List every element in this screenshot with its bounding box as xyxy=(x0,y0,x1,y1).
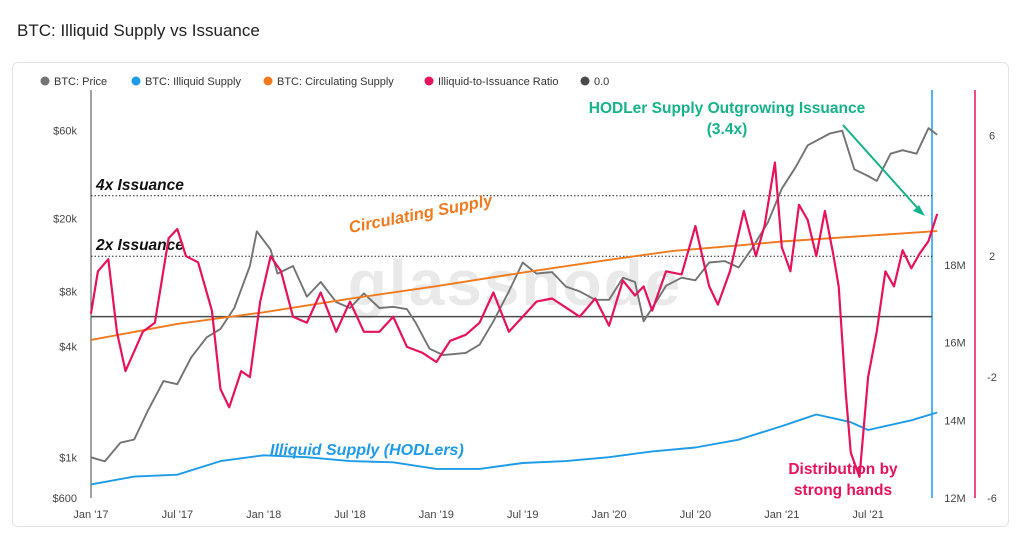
x-tick-label: Jan '21 xyxy=(764,509,799,521)
legend-label: BTC: Illiquid Supply xyxy=(145,76,241,88)
annotation-distribution-1: Distribution by xyxy=(788,461,898,478)
price-tick-label: $4k xyxy=(59,342,77,354)
issuance-label-4x: 4x Issuance xyxy=(95,177,184,194)
x-tick-label: Jul '20 xyxy=(680,509,711,521)
legend-marker xyxy=(580,76,590,86)
issuance-label-2x: 2x Issuance xyxy=(95,237,184,254)
annotation-hodler-ratio: (3.4x) xyxy=(707,121,748,138)
annotation-circulating-supply: Circulating Supply xyxy=(347,191,494,237)
ratio-tick-label: 6 xyxy=(989,130,995,142)
legend-label: Illiquid-to-Issuance Ratio xyxy=(438,76,558,88)
legend-marker xyxy=(40,76,50,86)
x-tick-label: Jul '17 xyxy=(162,509,193,521)
annotation-distribution-2: strong hands xyxy=(794,482,892,499)
legend-marker xyxy=(263,76,273,86)
legend: BTC: Price BTC: Illiquid Supply BTC: Circu… xyxy=(40,76,609,88)
annotation-arrow-head xyxy=(913,205,925,216)
x-tick-label: Jan '18 xyxy=(246,509,281,521)
legend-label: BTC: Circulating Supply xyxy=(277,76,394,88)
x-tick-label: Jan '17 xyxy=(73,509,108,521)
price-tick-label: $20k xyxy=(53,213,77,225)
x-tick-label: Jan '20 xyxy=(591,509,626,521)
btc-illiquid-supply-line xyxy=(90,411,938,486)
btc-circulating-supply-line xyxy=(90,230,938,341)
axis-ticks: $600 $1k $4k $8k $20k $60k 12M 14M 16M 18M -6 -2 2 6 J… xyxy=(53,126,997,521)
annotation-illiquid-supply: Illiquid Supply (HODLers) xyxy=(270,442,464,459)
legend-marker xyxy=(131,76,141,86)
supply-tick-label: 14M xyxy=(944,415,965,427)
legend-label: BTC: Price xyxy=(54,76,107,88)
price-tick-label: $8k xyxy=(59,286,77,298)
legend-label: 0.0 xyxy=(594,76,609,88)
ratio-tick-label: -2 xyxy=(987,372,997,384)
x-tick-label: Jul '19 xyxy=(507,509,538,521)
x-tick-label: Jul '18 xyxy=(334,509,365,521)
price-tick-label: $60k xyxy=(53,126,77,138)
chart-frame xyxy=(12,62,1009,527)
supply-tick-label: 18M xyxy=(944,260,965,272)
ratio-tick-label: -6 xyxy=(987,493,997,505)
x-tick-label: Jan '19 xyxy=(419,509,454,521)
page-title: BTC: Illiquid Supply vs Issuance xyxy=(17,21,260,40)
annotation-hodler-title: HODLer Supply Outgrowing Issuance xyxy=(589,100,866,117)
price-tick-label: $600 xyxy=(53,493,77,505)
series-lines xyxy=(89,127,939,486)
price-tick-label: $1k xyxy=(59,452,77,464)
annotation-arrow-line xyxy=(842,124,922,213)
ratio-tick-label: 2 xyxy=(989,251,995,263)
legend-marker xyxy=(424,76,434,86)
x-tick-label: Jul '21 xyxy=(852,509,883,521)
btc-price-line xyxy=(90,127,938,463)
supply-tick-label: 16M xyxy=(944,338,965,350)
supply-tick-label: 12M xyxy=(944,493,965,505)
illiquid-to-issuance-ratio-line xyxy=(89,161,939,478)
